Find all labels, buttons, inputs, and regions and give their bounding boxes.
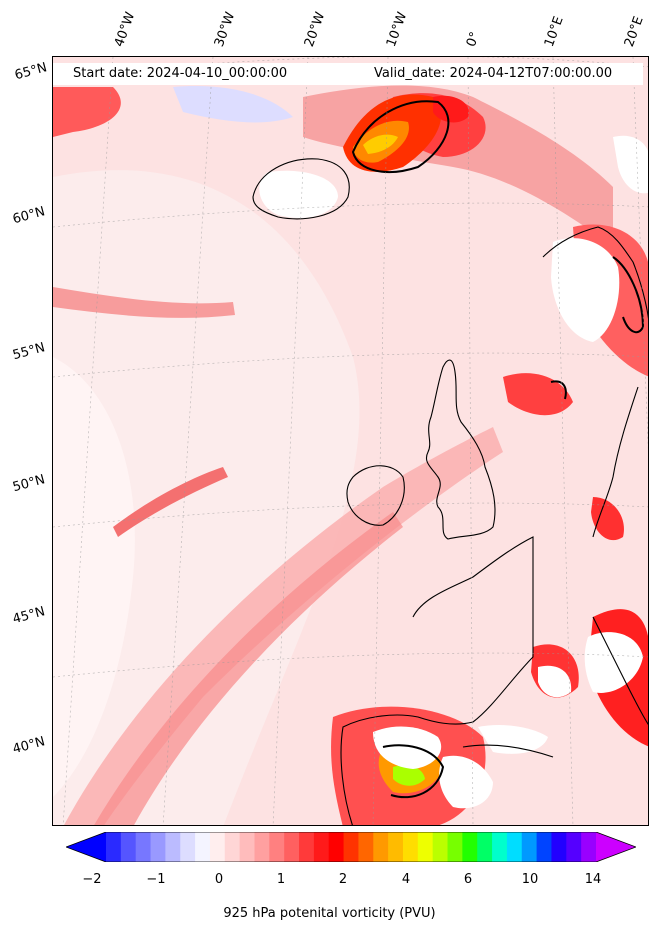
lon-label: 40°W bbox=[111, 10, 139, 49]
colorbar-segment bbox=[135, 832, 152, 862]
colorbar-segment bbox=[566, 832, 582, 862]
lon-label: 20°W bbox=[301, 10, 329, 49]
map-panel bbox=[52, 56, 649, 826]
colorbar-segment bbox=[358, 832, 374, 862]
colorbar-segment bbox=[492, 832, 508, 862]
colorbar-segment bbox=[180, 832, 196, 862]
start-date-label: Start date: 2024-04-10_00:00:00 bbox=[73, 66, 288, 81]
colorbar-segment bbox=[328, 832, 345, 862]
colorbar-segment bbox=[447, 832, 463, 862]
pv-field-map bbox=[53, 57, 648, 825]
colorbar-segment bbox=[209, 832, 226, 862]
colorbar-segment bbox=[284, 832, 300, 862]
colorbar-segment bbox=[417, 832, 434, 862]
colorbar bbox=[66, 832, 636, 862]
lon-label: 30°W bbox=[211, 10, 239, 49]
colorbar-segment bbox=[195, 832, 211, 862]
lon-label: 0° bbox=[463, 29, 484, 49]
lon-label: 20°E bbox=[621, 14, 647, 50]
colorbar-segment bbox=[165, 832, 181, 862]
header-strip bbox=[53, 63, 643, 85]
lat-label: 60°N bbox=[11, 204, 47, 228]
colorbar-tick-label: 10 bbox=[521, 872, 539, 887]
lat-label: 50°N bbox=[11, 472, 47, 496]
colorbar-tick-label: 1 bbox=[276, 872, 286, 887]
colorbar-segment bbox=[462, 832, 478, 862]
colorbar-segment bbox=[106, 832, 122, 862]
valid-date-label: Valid_date: 2024-04-12T07:00:00.00 bbox=[374, 66, 613, 81]
colorbar-segment bbox=[581, 832, 597, 862]
colorbar-segment bbox=[521, 832, 538, 862]
colorbar-segment bbox=[536, 832, 552, 862]
colorbar-segment bbox=[150, 832, 166, 862]
colorbar-tick-label: 14 bbox=[584, 872, 602, 887]
colorbar-tick-label: −2 bbox=[82, 872, 102, 887]
colorbar-extend-min bbox=[66, 832, 106, 862]
colorbar-segment bbox=[477, 832, 493, 862]
colorbar-tick-label: 0 bbox=[214, 872, 224, 887]
colorbar-segment bbox=[224, 832, 241, 862]
colorbar-segment bbox=[388, 832, 404, 862]
lat-label: 55°N bbox=[11, 340, 47, 364]
colorbar-segment bbox=[313, 832, 330, 862]
colorbar-segment bbox=[506, 832, 523, 862]
colorbar-tick-label: 2 bbox=[338, 872, 348, 887]
colorbar-extend-max bbox=[596, 832, 636, 862]
colorbar-segment bbox=[239, 832, 255, 862]
lat-label: 45°N bbox=[11, 604, 47, 628]
colorbar-segment bbox=[551, 832, 567, 862]
colorbar-tick-label: 6 bbox=[463, 872, 473, 887]
colorbar-segment bbox=[299, 832, 315, 862]
lon-label: 10°E bbox=[541, 14, 567, 50]
colorbar-title: 925 hPa potenital vorticity (PVU) bbox=[223, 906, 436, 921]
lon-label: 10°W bbox=[383, 10, 411, 49]
colorbar-tick-label: 4 bbox=[401, 872, 411, 887]
lat-label: 65°N bbox=[13, 60, 49, 84]
colorbar-segment bbox=[343, 832, 359, 862]
colorbar-tick-label: −1 bbox=[146, 872, 166, 887]
colorbar-segment bbox=[120, 832, 137, 862]
lat-label: 40°N bbox=[11, 734, 47, 758]
colorbar-segment bbox=[269, 832, 285, 862]
colorbar-segment bbox=[373, 832, 389, 862]
colorbar-segment bbox=[402, 832, 419, 862]
colorbar-segment bbox=[254, 832, 270, 862]
colorbar-segment bbox=[432, 832, 449, 862]
